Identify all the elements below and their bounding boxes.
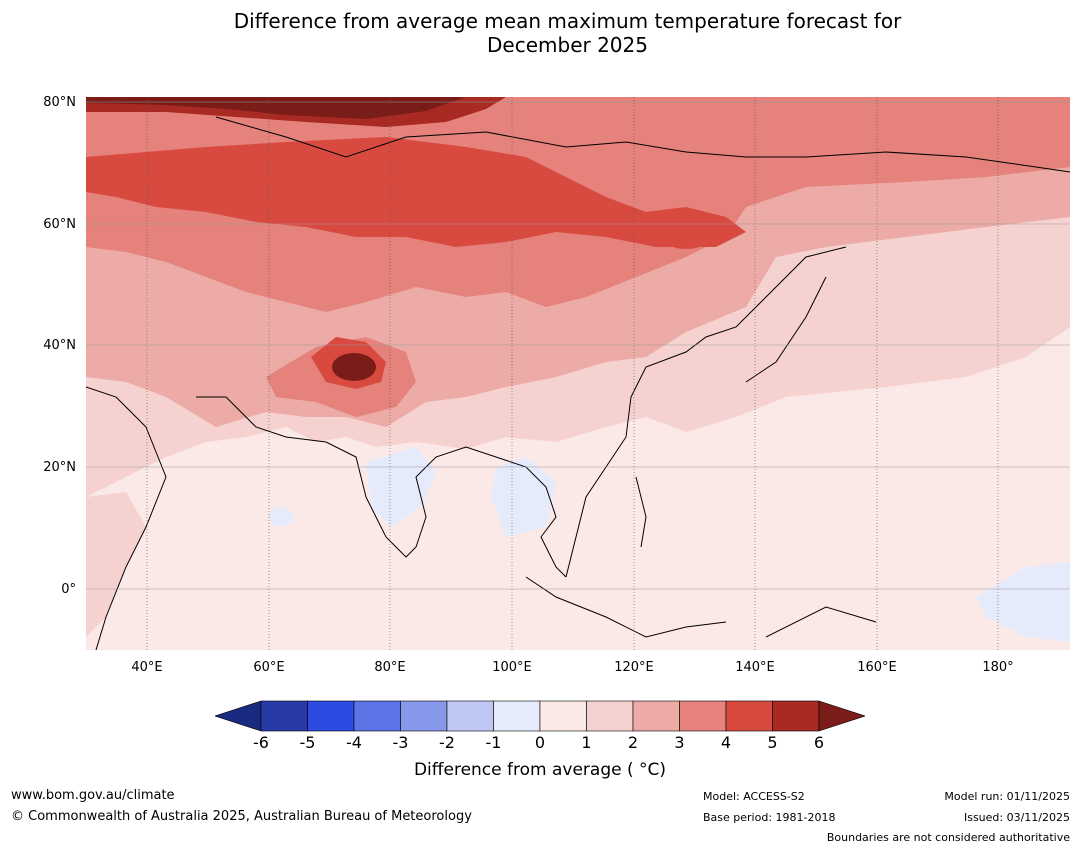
footer-model: Model: ACCESS-S2 — [703, 790, 805, 803]
footer-copyright: © Commonwealth of Australia 2025, Austra… — [11, 809, 472, 824]
lon-label-120e: 120°E — [614, 660, 654, 675]
colorbar-tick-label: -1 — [485, 733, 502, 752]
lat-label-60n: 60°N — [43, 217, 76, 232]
colorbar-tick-label: -4 — [346, 733, 362, 752]
lat-label-0: 0° — [61, 582, 76, 597]
lon-label-100e: 100°E — [492, 660, 532, 675]
colorbar-tick-label: -2 — [439, 733, 455, 752]
colorbar-tick-label: 3 — [674, 733, 685, 752]
lon-label-80e: 80°E — [374, 660, 406, 675]
colorbar-segment — [772, 700, 820, 732]
title-line-1: Difference from average mean maximum tem… — [233, 9, 902, 33]
colorbar-tick-label: -5 — [299, 733, 316, 752]
colorbar-segment — [679, 700, 727, 732]
colorbar-tick-label: 6 — [813, 733, 825, 752]
colorbar-tick-label: 0 — [534, 733, 546, 752]
footer-model-run: Model run: 01/11/2025 — [944, 790, 1070, 803]
footer-issued: Issued: 03/11/2025 — [963, 811, 1070, 824]
latitude-lines — [86, 101, 1070, 590]
colorbar-segment — [307, 700, 355, 732]
colorbar-segment — [260, 700, 308, 732]
colorbar-tick-label: 4 — [720, 733, 732, 752]
colorbar-segment — [632, 700, 680, 732]
lon-label-60e: 60°E — [253, 660, 285, 675]
map-title: Difference from average mean maximum tem… — [120, 9, 1015, 57]
lon-label-40e: 40°E — [131, 660, 163, 675]
colorbar-title: Difference from average ( °C) — [413, 760, 667, 780]
colorbar-segment — [353, 700, 401, 732]
lat-label-20n: 20°N — [43, 460, 76, 475]
anomaly-zone-1-2-southwest — [86, 492, 146, 637]
coastlines — [86, 116, 1070, 650]
colorbar-tick-label: -6 — [253, 733, 269, 752]
anomaly-zone-4-5 — [86, 137, 746, 247]
graticule — [146, 97, 999, 650]
anomaly-zone-over-6 — [86, 97, 466, 119]
lon-label-160e: 160°E — [857, 660, 897, 675]
colorbar-over-arrow — [818, 700, 865, 732]
colorbar-segment — [400, 700, 448, 732]
colorbar-segment — [586, 700, 634, 732]
lat-label-40n: 40°N — [43, 338, 76, 353]
anomaly-zone-4-5-east-siberia — [668, 235, 704, 249]
colorbar-segment — [493, 700, 541, 732]
footer-disclaimer: Boundaries are not considered authoritat… — [826, 831, 1070, 844]
anomaly-zone-neg-indochina — [491, 457, 556, 537]
colorbar-tick-label: 1 — [581, 733, 592, 752]
colorbar-tick-label: -3 — [392, 733, 409, 752]
lon-label-180: 180° — [982, 660, 1014, 675]
lon-label-140e: 140°E — [735, 660, 775, 675]
footer-base-period: Base period: 1981-2018 — [703, 811, 836, 824]
colorbar-tick-label: 5 — [767, 733, 778, 752]
map-svg — [86, 97, 1070, 650]
colorbar-under-arrow — [215, 700, 262, 732]
colorbar — [215, 700, 865, 732]
anomaly-zone-neg-pacific — [976, 562, 1070, 642]
anomaly-zone-over-6-pamir — [332, 353, 376, 381]
colorbar-segment — [539, 700, 587, 732]
colorbar-segment — [725, 700, 773, 732]
colorbar-segment — [446, 700, 494, 732]
footer-url[interactable]: www.bom.gov.au/climate — [11, 788, 175, 803]
lat-label-80n: 80°N — [43, 95, 76, 110]
colorbar-tick-label: 2 — [627, 733, 639, 752]
anomaly-zone-neg-arabian-sea — [269, 507, 293, 527]
title-line-2: December 2025 — [487, 33, 648, 57]
temperature-anomaly-map — [86, 97, 1070, 650]
